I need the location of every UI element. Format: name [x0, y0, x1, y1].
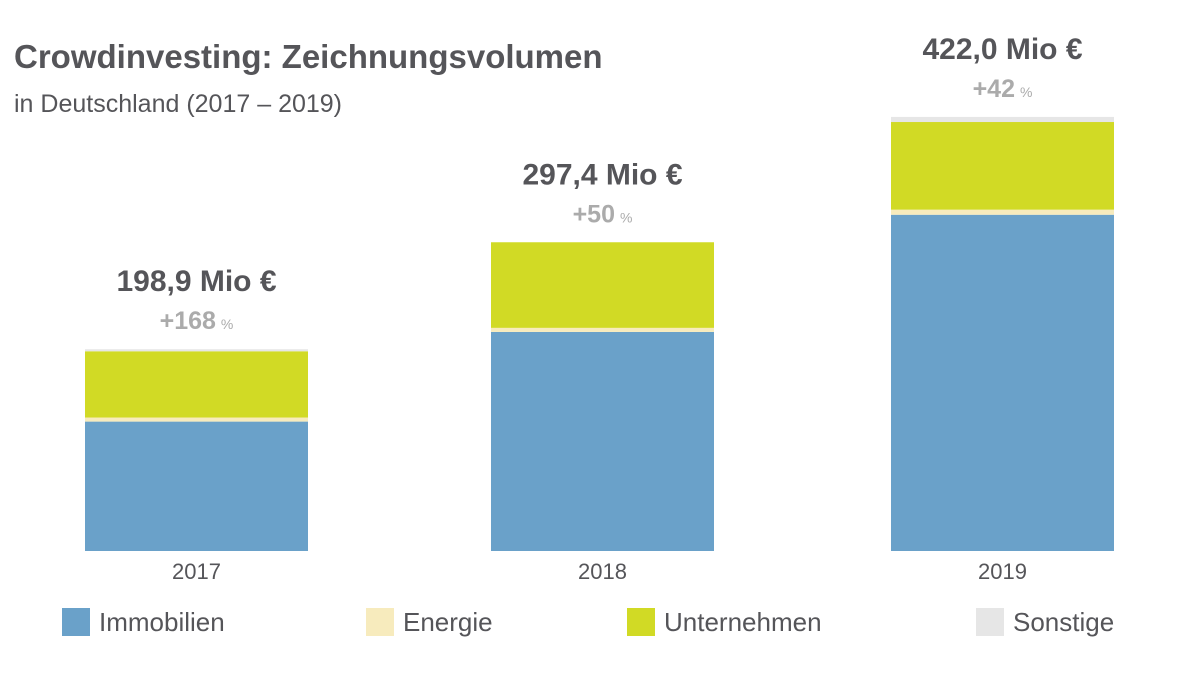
growth-value-2017: +168 [160, 307, 216, 335]
growth-value-2018: +50 [573, 200, 615, 228]
growth-unit-2019: % [1020, 84, 1032, 100]
chart-subtitle: in Deutschland (2017 – 2019) [14, 90, 343, 118]
bar-segment-2017-sonstige [85, 349, 308, 352]
growth-label-2018: +50% [573, 200, 633, 228]
bar-segment-2018-energie [491, 327, 714, 332]
x-tick-label-2019: 2019 [978, 559, 1027, 584]
bar-segment-2017-energie [85, 417, 308, 422]
legend-item-energie: Energie [366, 604, 493, 640]
bar-segment-2017-unternehmen [85, 351, 308, 418]
bar-segment-2019-unternehmen [891, 122, 1114, 210]
legend-swatch-energie [366, 608, 394, 636]
bar-segment-2018-unternehmen [491, 242, 714, 328]
x-tick-label-2017: 2017 [172, 559, 221, 584]
growth-label-2017: +168% [160, 307, 234, 335]
legend-item-unternehmen: Unternehmen [627, 604, 822, 640]
legend-swatch-immobilien [62, 608, 90, 636]
total-label-2019: 422,0 Mio € [922, 33, 1082, 66]
total-label-2018: 297,4 Mio € [522, 158, 682, 191]
bar-segment-2017-immobilien [85, 421, 308, 551]
legend-label-unternehmen: Unternehmen [664, 606, 822, 637]
legend-swatch-unternehmen [627, 608, 655, 636]
chart-title: Crowdinvesting: Zeichnungsvolumen [14, 38, 603, 75]
growth-unit-2017: % [221, 316, 233, 332]
total-label-2017: 198,9 Mio € [116, 265, 276, 298]
bar-segment-2019-energie [891, 209, 1114, 215]
bar-segment-2019-immobilien [891, 214, 1114, 551]
legend-swatch-sonstige [976, 608, 1004, 636]
bar-segment-2018-immobilien [491, 331, 714, 551]
legend-label-energie: Energie [403, 606, 493, 637]
legend-item-immobilien: Immobilien [62, 604, 225, 640]
legend-label-sonstige: Sonstige [1013, 606, 1115, 637]
chart-legend: Immobilien Energie Unternehmen Sonstige [0, 604, 1199, 644]
growth-label-2019: +42% [973, 75, 1033, 103]
x-tick-label-2018: 2018 [578, 559, 627, 584]
legend-item-sonstige: Sonstige [976, 604, 1114, 640]
growth-value-2019: +42 [973, 75, 1015, 103]
legend-label-immobilien: Immobilien [99, 606, 225, 637]
bar-segment-2019-sonstige [891, 116, 1114, 123]
growth-unit-2018: % [620, 209, 632, 225]
